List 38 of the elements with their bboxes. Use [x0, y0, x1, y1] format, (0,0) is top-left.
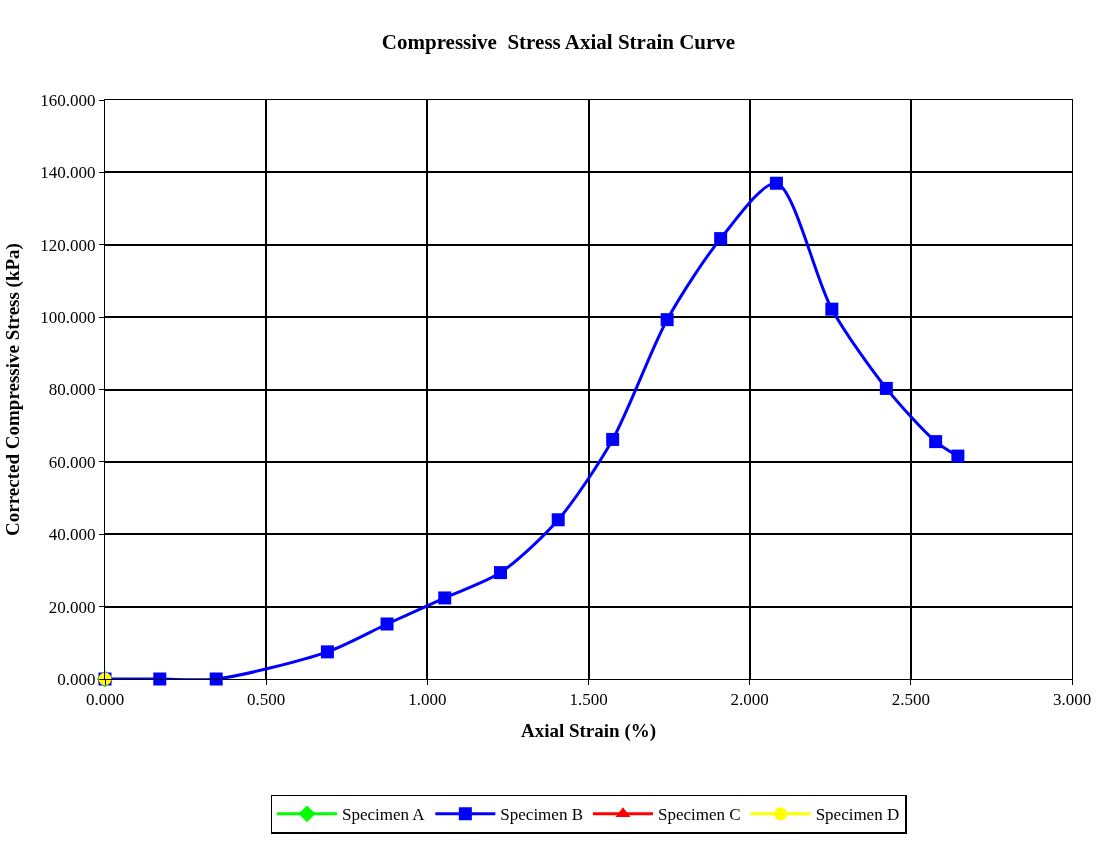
x-tick-label: 3.000 — [1052, 690, 1092, 710]
point — [606, 432, 620, 446]
point — [951, 449, 965, 463]
y-tick-label: 160.000 — [40, 90, 96, 110]
legend-label: Specimen B — [500, 805, 583, 825]
y-tick-label: 80.000 — [48, 380, 96, 400]
legend-label: Specimen A — [342, 805, 426, 825]
y-tick-label: 20.000 — [48, 597, 96, 617]
x-tick-label: 2.500 — [891, 690, 930, 710]
point — [320, 645, 334, 659]
y-tick-label: 120.000 — [40, 235, 96, 255]
x-axis-title: Axial Strain (%) — [520, 720, 657, 743]
point — [660, 313, 674, 327]
y-tick-label: 140.000 — [40, 163, 96, 183]
legend-label: Specimen C — [657, 805, 741, 825]
x-tick-label: 0.000 — [85, 690, 125, 710]
point — [879, 381, 893, 395]
chart-title: Compressive Stress Axial Strain Curve — [381, 29, 736, 54]
y-tick-label: 100.000 — [40, 308, 96, 328]
point — [438, 591, 452, 605]
y-tick-label: 0.000 — [57, 669, 96, 689]
x-tick-label: 2.000 — [730, 690, 769, 710]
point — [769, 176, 783, 190]
point — [209, 672, 223, 686]
point — [380, 617, 394, 631]
point — [929, 435, 943, 449]
point — [714, 232, 728, 246]
x-tick-label: 0.500 — [247, 690, 286, 710]
x-tick-label: 1.000 — [408, 690, 447, 710]
point — [825, 302, 839, 316]
point — [153, 672, 167, 686]
y-tick-label: 40.000 — [48, 525, 96, 545]
point — [494, 566, 507, 580]
y-axis-title: Corrected Compressive Stress (kPa) — [2, 243, 25, 536]
legend-label: Specimen D — [815, 805, 900, 825]
y-tick-label: 60.000 — [48, 452, 96, 472]
x-tick-label: 1.500 — [569, 690, 608, 710]
point — [551, 513, 565, 527]
